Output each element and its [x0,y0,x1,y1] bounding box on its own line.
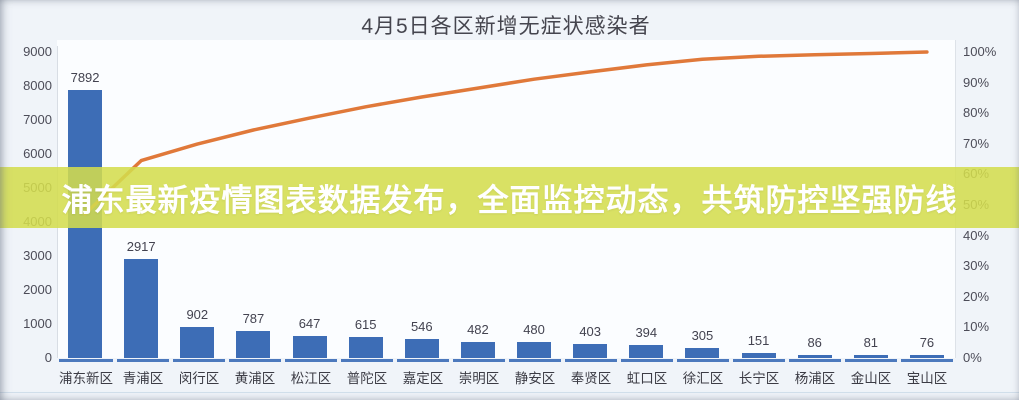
bar-value-label: 7892 [70,69,100,85]
bar-嘉定区 [404,339,439,358]
y-left-tick-label: 1000 [23,316,52,331]
x-tick-label-金山区: 金山区 [845,359,897,389]
bar-value-label: 81 [863,335,879,351]
bar-value-label: 480 [523,321,545,337]
x-tick-label-杨浦区: 杨浦区 [789,359,841,389]
y-right-tick-label: 80% [963,105,990,121]
y-right-tick-label: 90% [963,74,990,90]
bar-崇明区 [460,341,495,358]
bar-value-label: 615 [354,317,377,333]
y-right-tick-label: 20% [963,288,990,304]
y-left-tick-label: 9000 [23,44,52,59]
bar-value-label: 86 [807,335,822,351]
x-tick-label-闵行区: 闵行区 [173,359,225,389]
headline-banner-text: 浦东最新疫情图表数据发布，全面监控动态，共筑防控坚强防线 [61,183,958,218]
bar-黄浦区 [236,331,271,358]
bar-金山区 [853,355,888,358]
bar-普陀区 [348,337,383,358]
bar-value-label: 305 [691,327,714,343]
y-left-tick-label: 8000 [23,78,52,93]
bar-value-label: 2917 [126,238,156,254]
bar-闵行区 [180,327,215,358]
x-tick-label-松江区: 松江区 [285,359,337,389]
x-tick-label-崇明区: 崇明区 [453,359,505,389]
y-right-tick-label: 100% [963,44,997,59]
x-tick-label-青浦区: 青浦区 [117,359,169,389]
bar-长宁区 [741,352,776,358]
headline-banner-overlay: 浦东最新疫情图表数据发布，全面监控动态，共筑防控坚强防线 [0,167,1019,228]
y-right-tick-label: 10% [963,319,990,335]
bar-松江区 [292,336,327,358]
bottom-divider-line [0,392,1019,393]
bar-value-label: 482 [467,321,489,337]
x-tick-label-静安区: 静安区 [509,359,561,389]
bar-value-label: 394 [635,324,658,340]
x-tick-label-奉贤区: 奉贤区 [565,359,617,389]
y-right-tick-label: 30% [963,258,990,274]
bar-青浦区 [124,258,159,358]
bar-value-label: 151 [747,332,770,348]
y-left-tick-label: 6000 [23,146,52,161]
bar-虹口区 [629,344,664,358]
x-tick-label-浦东新区: 浦东新区 [59,359,113,389]
chart-title: 4月5日各区新增无症状感染者 [361,15,651,38]
x-tick-label-普陀区: 普陀区 [341,359,393,389]
bar-徐汇区 [685,347,720,358]
y-right-tick-label: 70% [963,135,990,151]
x-tick-label-黄浦区: 黄浦区 [229,359,281,389]
y-right-tick-label: 40% [963,227,990,243]
x-axis-category-row: 浦东新区 青浦区 闵行区 黄浦区 松江区 普陀区 嘉定区 崇明区 静安区 奉贤区 虹口区 徐汇区 长宁区… [57,359,955,389]
bar-静安区 [517,341,552,358]
bar-奉贤区 [573,344,608,358]
bar-value-label: 647 [298,316,321,331]
bar-value-label: 76 [919,335,935,351]
y-left-tick-label: 7000 [23,112,52,127]
y-left-tick-label: 2000 [23,282,52,297]
x-tick-label-宝山区: 宝山区 [901,359,953,389]
bar-value-label: 787 [242,311,265,327]
bar-宝山区 [909,355,944,358]
x-tick-label-长宁区: 长宁区 [733,359,785,389]
y-right-tick-label: 0% [963,350,982,365]
bar-杨浦区 [797,355,832,358]
x-tick-label-嘉定区: 嘉定区 [397,359,449,389]
y-left-tick-label: 0 [44,350,52,365]
y-left-tick-label: 3000 [23,248,52,263]
bar-value-label: 403 [579,324,602,340]
x-tick-label-徐汇区: 徐汇区 [677,359,729,389]
bar-value-label: 902 [186,307,209,323]
bar-value-label: 546 [410,319,433,335]
x-tick-label-虹口区: 虹口区 [621,359,673,389]
